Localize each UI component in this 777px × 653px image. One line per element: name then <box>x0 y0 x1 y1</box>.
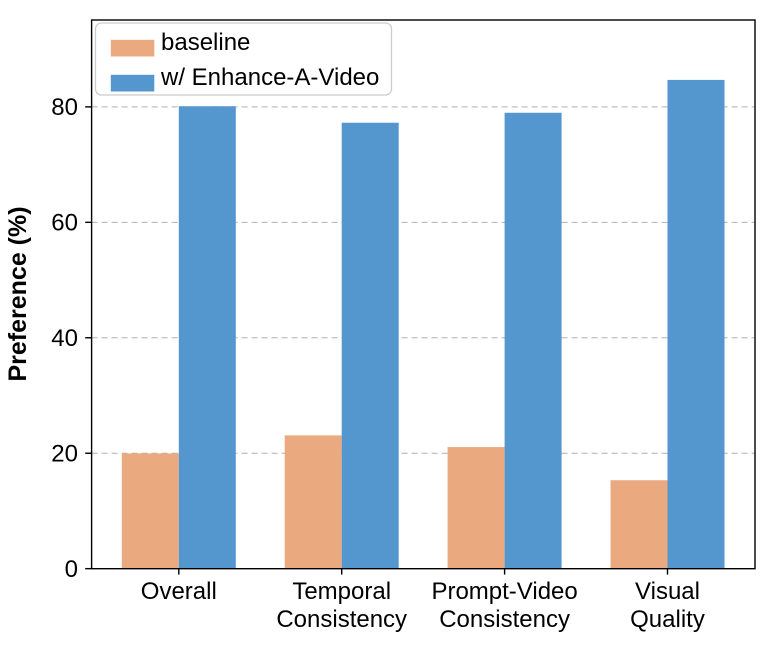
svg-text:20: 20 <box>51 441 78 468</box>
svg-text:Consistency: Consistency <box>276 606 407 633</box>
svg-text:Temporal: Temporal <box>292 578 391 605</box>
svg-text:Overall: Overall <box>141 578 217 605</box>
svg-text:Prompt-Video: Prompt-Video <box>431 578 577 605</box>
svg-text:w/ Enhance-A-Video: w/ Enhance-A-Video <box>160 64 379 91</box>
svg-text:Preference (%): Preference (%) <box>4 206 32 381</box>
svg-text:Visual: Visual <box>635 578 700 605</box>
svg-text:0: 0 <box>65 556 78 583</box>
svg-text:40: 40 <box>51 325 78 352</box>
svg-text:60: 60 <box>51 210 78 237</box>
svg-text:80: 80 <box>51 94 78 121</box>
svg-text:Quality: Quality <box>630 606 705 633</box>
svg-text:baseline: baseline <box>161 29 250 56</box>
svg-text:Consistency: Consistency <box>439 606 570 633</box>
